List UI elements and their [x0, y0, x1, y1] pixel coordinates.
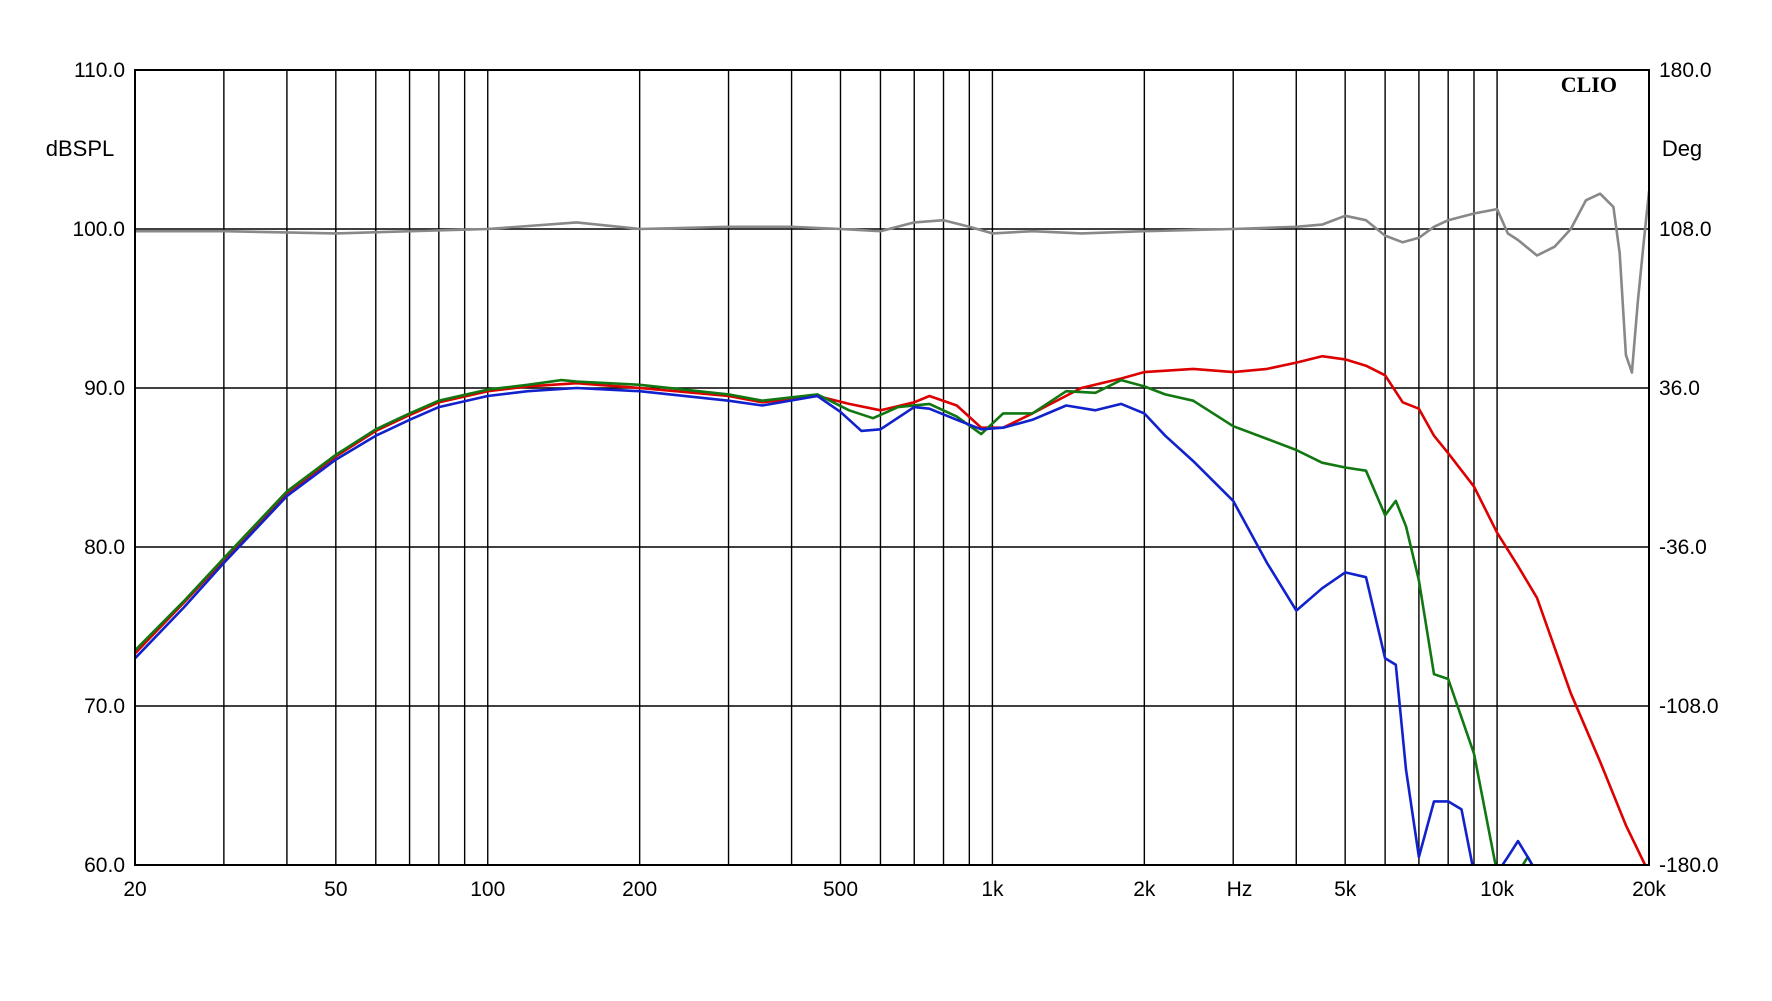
clio-brand-label: CLIO: [1561, 72, 1617, 97]
series-line-1: [135, 354, 1647, 865]
y2-tick-label: 36.0: [1659, 377, 1700, 400]
x-tick-label: 100: [470, 878, 505, 901]
y2-tick-label: -180.0: [1659, 854, 1719, 877]
y2-tick-label: 180.0: [1659, 59, 1712, 82]
y-tick-label: 110.0: [74, 59, 125, 82]
y-tick-label: 100.0: [72, 218, 125, 241]
plot-area: [135, 190, 1649, 865]
x-tick-label: 500: [823, 878, 858, 901]
x-tick-label: 200: [622, 878, 657, 901]
plot-frame: [134, 69, 1650, 866]
x-tick-label: 50: [324, 878, 347, 901]
y2-tick-label: -108.0: [1659, 695, 1719, 718]
y-tick-label: 80.0: [84, 536, 125, 559]
x-tick-label: 20k: [1632, 878, 1666, 901]
x-tick-label: 1k: [981, 878, 1004, 901]
y-axis-label: dBSPL: [46, 136, 115, 161]
x-axis-label: Hz: [1227, 878, 1253, 901]
y2-axis-label: Deg: [1662, 136, 1702, 161]
y2-tick-label: -36.0: [1659, 536, 1707, 559]
y-tick-label: 90.0: [84, 377, 125, 400]
y-tick-label: 70.0: [84, 695, 125, 718]
series-line-4: [135, 190, 1649, 374]
x-tick-label: 20: [123, 878, 146, 901]
x-tick-label: 5k: [1334, 878, 1357, 901]
x-tick-label: 2k: [1133, 878, 1156, 901]
series-line-2: [135, 378, 1534, 865]
x-tick-label: 10k: [1480, 878, 1514, 901]
series-line-3: [135, 386, 1534, 865]
axis-labels: 60.0 70.0 80.0 90.0 100.0 110.0 -180.0 -108.0 -3…: [72, 59, 1718, 901]
y-tick-label: 60.0: [84, 854, 125, 877]
y2-tick-label: 108.0: [1659, 218, 1712, 241]
